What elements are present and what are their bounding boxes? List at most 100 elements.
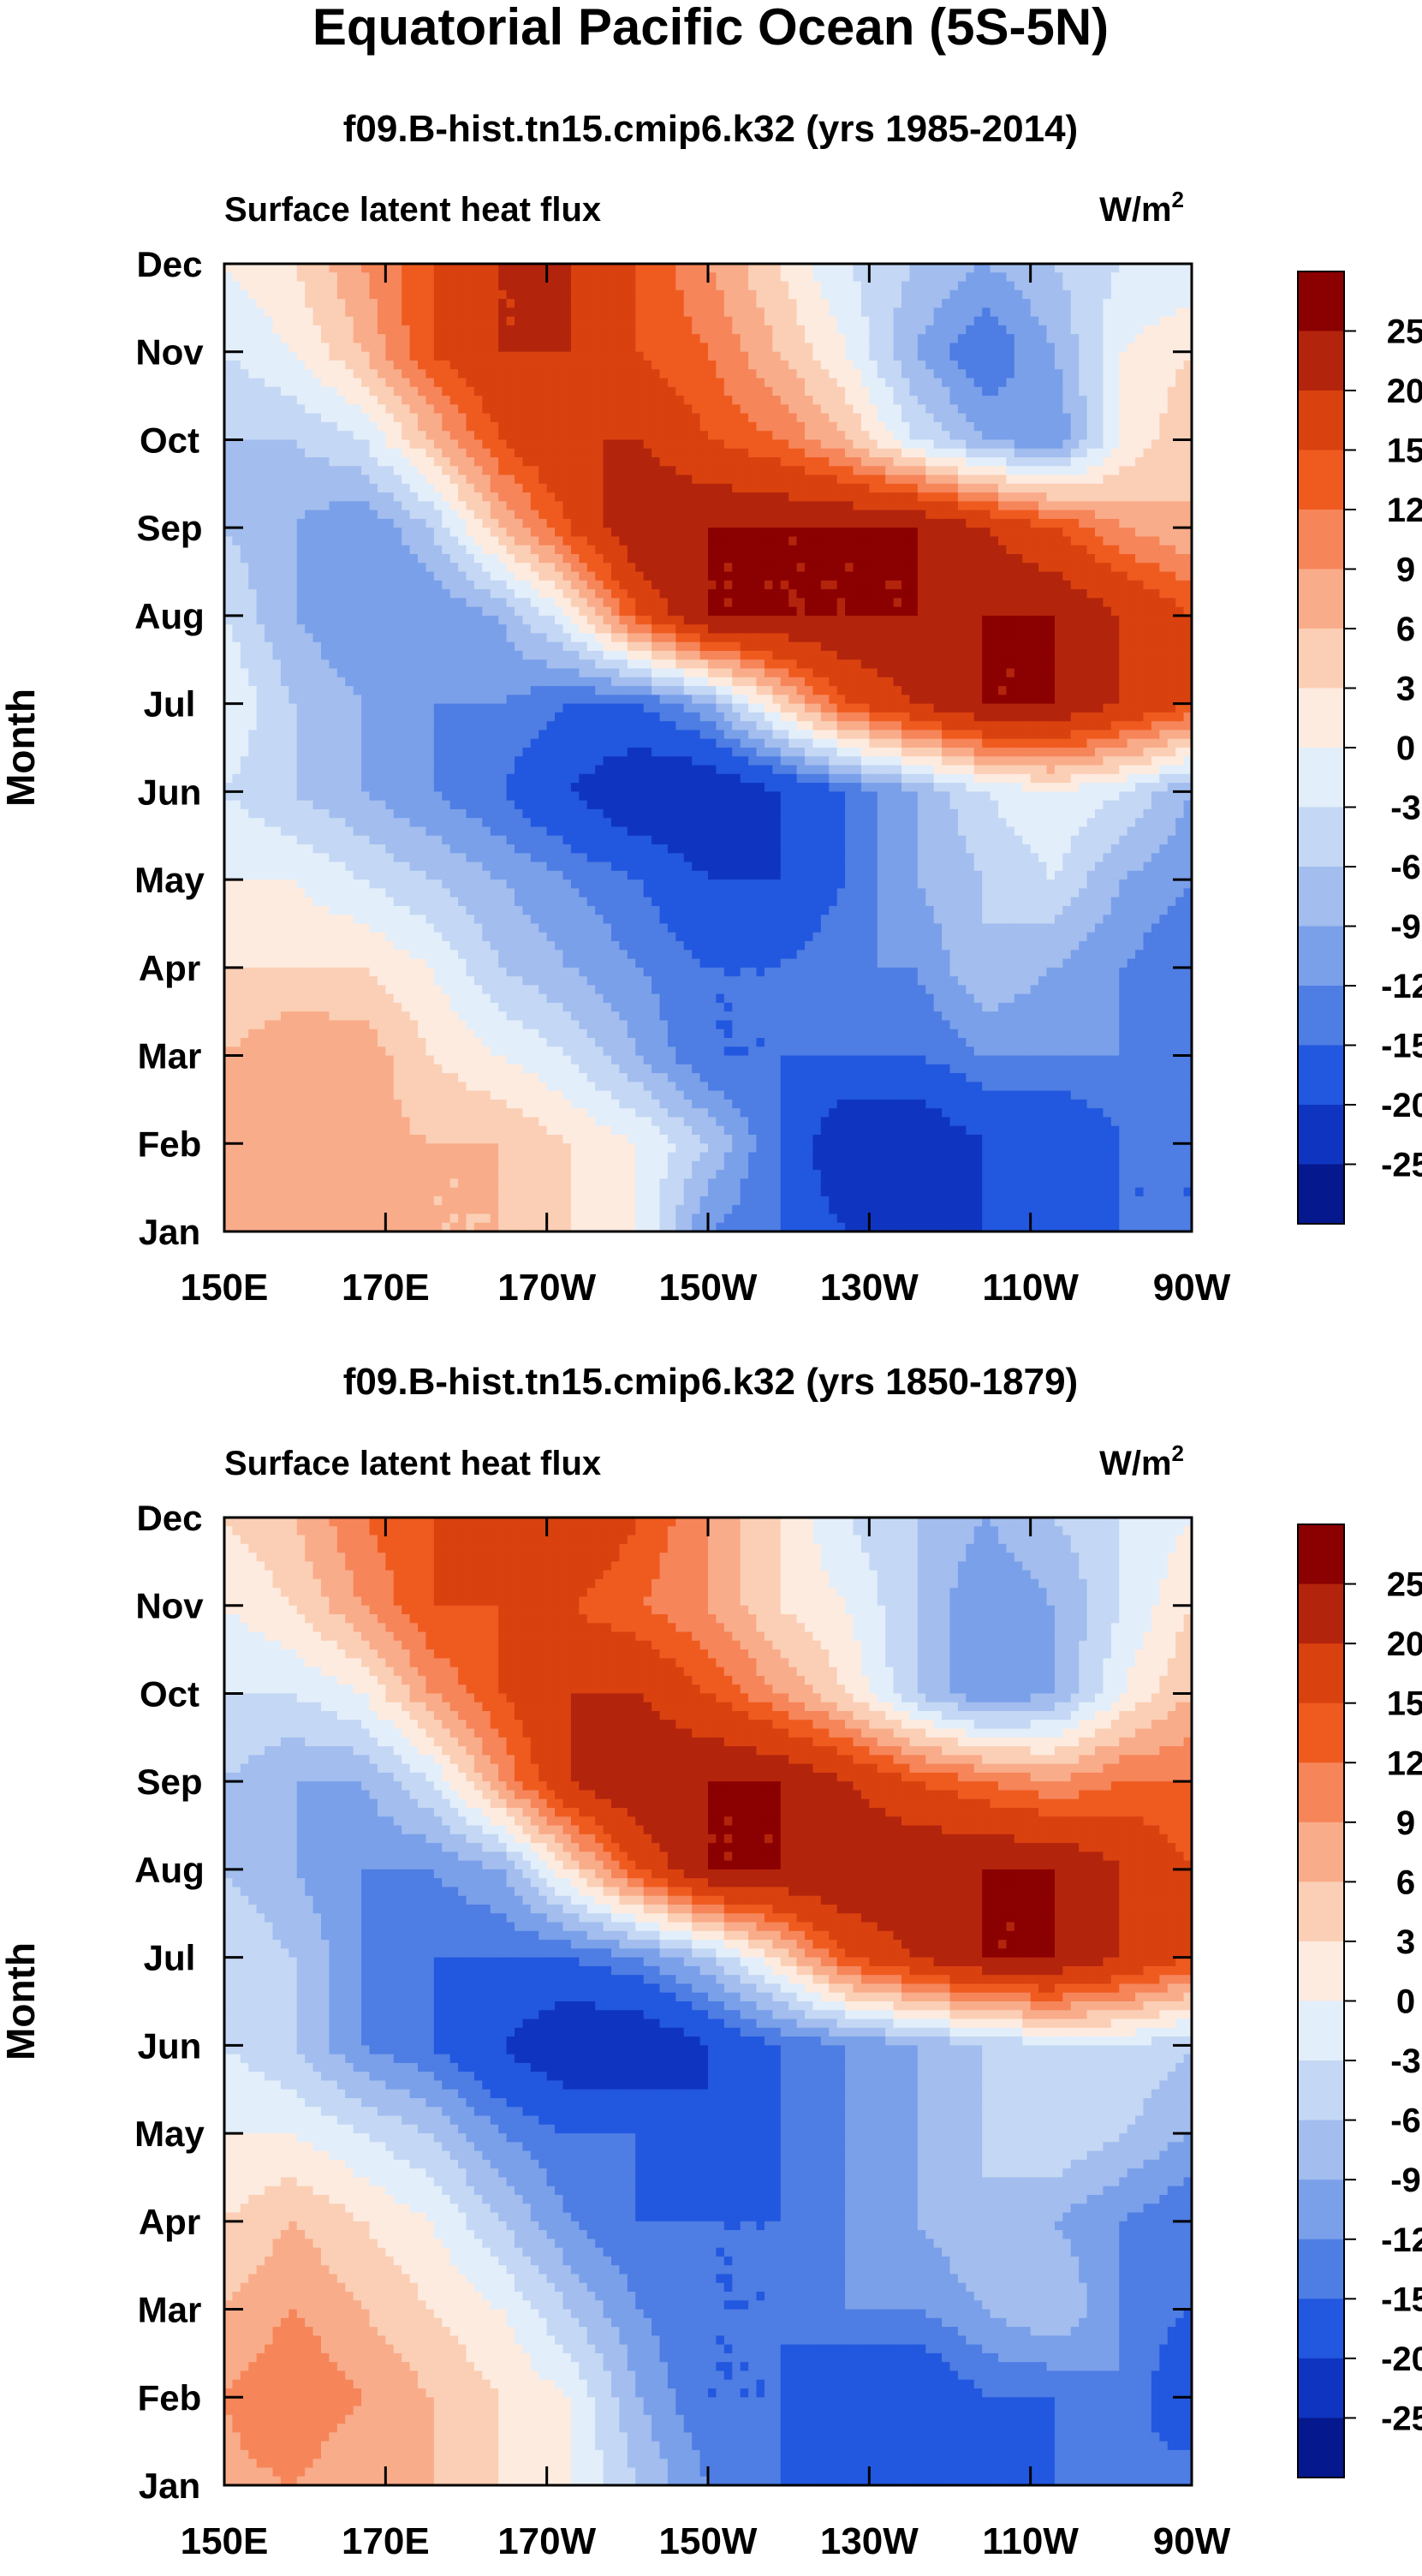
- contour-cell: [1183, 351, 1193, 361]
- contour-cell: [957, 307, 967, 318]
- contour-cell: [280, 369, 289, 379]
- contour-cell: [369, 580, 378, 590]
- contour-cell: [627, 272, 636, 283]
- contour-cell: [579, 299, 588, 308]
- contour-cell: [1151, 431, 1160, 441]
- contour-cell: [756, 571, 765, 581]
- contour-cell: [530, 369, 539, 379]
- contour-cell: [522, 571, 532, 581]
- contour-cell: [1070, 571, 1080, 581]
- contour-cell: [957, 281, 967, 291]
- contour-cell: [555, 563, 564, 573]
- contour-cell: [458, 396, 467, 405]
- contour-cell: [877, 474, 886, 485]
- contour-cell: [990, 466, 999, 476]
- contour-cell: [917, 343, 926, 353]
- contour-cell: [1110, 299, 1120, 308]
- contour-cell: [224, 396, 234, 405]
- contour-cell: [998, 457, 1008, 467]
- contour-cell: [466, 606, 475, 617]
- contour-cell: [296, 264, 306, 273]
- contour-cell: [1054, 580, 1063, 590]
- contour-cell: [546, 501, 556, 511]
- contour-cell: [1054, 413, 1063, 423]
- contour-cell: [982, 580, 991, 590]
- contour-cell: [1079, 536, 1088, 546]
- contour-cell: [603, 624, 612, 635]
- contour-cell: [1183, 334, 1193, 344]
- contour-cell: [635, 518, 645, 528]
- contour-cell: [723, 404, 733, 414]
- contour-cell: [805, 510, 814, 520]
- contour-cell: [570, 413, 580, 423]
- contour-cell: [805, 580, 814, 590]
- contour-cell: [1030, 563, 1039, 573]
- contour-cell: [716, 492, 725, 502]
- contour-cell: [1070, 264, 1080, 273]
- contour-cell: [1014, 606, 1023, 617]
- contour-cell: [256, 563, 265, 573]
- contour-cell: [1175, 421, 1185, 432]
- contour-cell: [917, 501, 926, 511]
- contour-cell: [732, 554, 741, 564]
- contour-cell: [305, 501, 314, 511]
- contour-cell: [683, 510, 693, 520]
- contour-cell: [860, 281, 870, 291]
- contour-cell: [466, 483, 475, 493]
- contour-cell: [579, 457, 588, 467]
- contour-cell: [1095, 264, 1104, 273]
- contour-cell: [836, 492, 846, 502]
- contour-cell: [522, 307, 532, 318]
- contour-cell: [256, 281, 265, 291]
- contour-cell: [289, 386, 298, 397]
- contour-cell: [796, 510, 806, 520]
- contour-cell: [336, 439, 346, 450]
- contour-cell: [982, 369, 991, 379]
- contour-cell: [1095, 334, 1104, 344]
- contour-cell: [788, 439, 798, 450]
- contour-cell: [345, 510, 354, 520]
- contour-cell: [1095, 501, 1104, 511]
- contour-cell: [329, 589, 338, 599]
- contour-cell: [1183, 404, 1193, 414]
- contour-cell: [1038, 492, 1048, 502]
- contour-cell: [675, 396, 685, 405]
- contour-cell: [643, 272, 652, 283]
- contour-cell: [1127, 563, 1136, 573]
- contour-cell: [667, 545, 676, 555]
- contour-cell: [482, 404, 491, 414]
- contour-cell: [265, 431, 274, 441]
- contour-cell: [708, 361, 717, 370]
- contour-cell: [780, 518, 789, 528]
- contour-cell: [442, 492, 451, 502]
- contour-cell: [546, 474, 556, 485]
- contour-cell: [1143, 439, 1152, 450]
- contour-cell: [796, 545, 806, 555]
- contour-cell: [336, 325, 346, 335]
- contour-cell: [385, 510, 395, 520]
- contour-cell: [796, 299, 806, 308]
- contour-cell: [1054, 351, 1063, 361]
- contour-cell: [1086, 325, 1096, 335]
- contour-cell: [1127, 598, 1136, 608]
- contour-cell: [1079, 571, 1088, 581]
- contour-cell: [990, 536, 999, 546]
- contour-cell: [619, 264, 628, 273]
- contour-cell: [627, 483, 636, 493]
- contour-cell: [1175, 606, 1185, 617]
- contour-cell: [579, 264, 588, 273]
- contour-cell: [635, 598, 645, 608]
- contour-cell: [659, 396, 669, 405]
- contour-cell: [1183, 615, 1193, 625]
- contour-cell: [723, 421, 733, 432]
- contour-cell: [949, 580, 959, 590]
- contour-cell: [538, 554, 548, 564]
- contour-cell: [272, 474, 282, 485]
- contour-cell: [1038, 369, 1048, 379]
- contour-cell: [570, 386, 580, 397]
- contour-cell: [433, 624, 443, 635]
- contour-cell: [692, 325, 701, 335]
- contour-cell: [289, 351, 298, 361]
- contour-cell: [256, 545, 265, 555]
- contour-cell: [966, 598, 975, 608]
